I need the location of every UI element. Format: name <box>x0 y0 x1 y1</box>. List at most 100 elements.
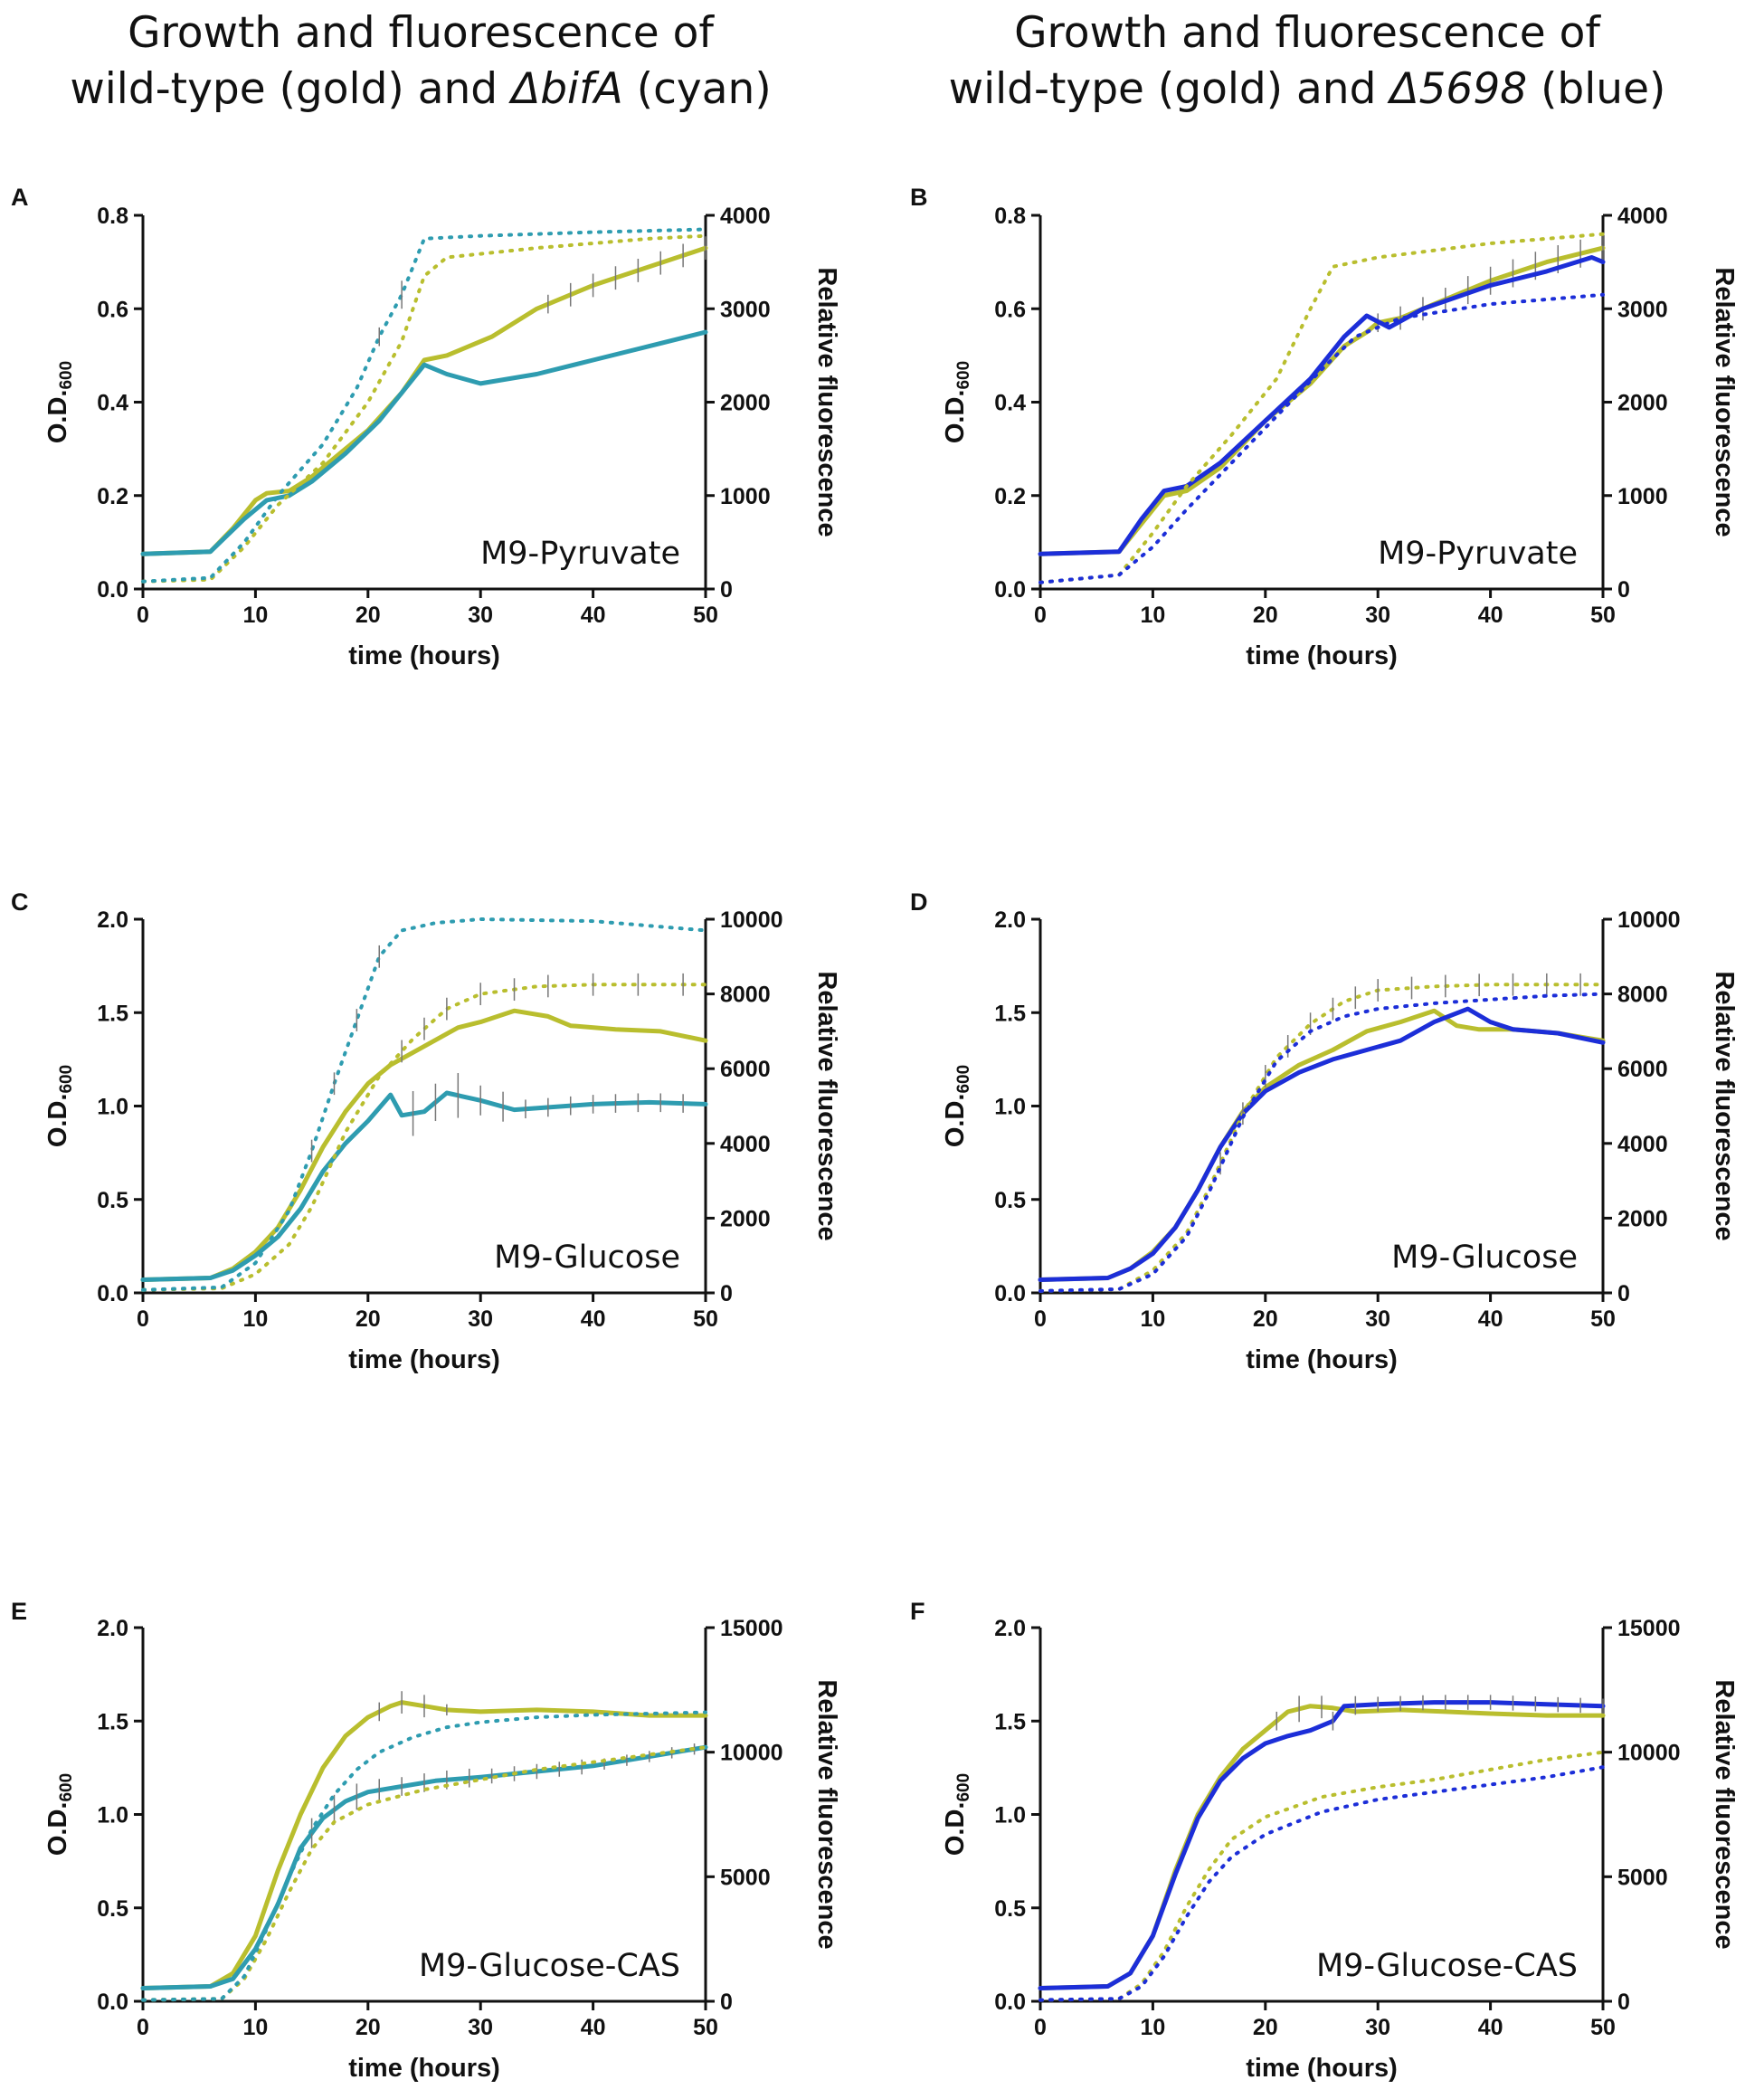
y2-tick-label: 4000 <box>1617 204 1668 229</box>
y-tick-label: 0.0 <box>97 1990 128 2015</box>
series-line-2 <box>140 1090 708 1282</box>
x-tick-label: 40 <box>1478 1306 1503 1332</box>
y2-axis-label: Relative fluorescence <box>812 971 841 1240</box>
y-tick-label: 2.0 <box>994 1616 1026 1641</box>
y-axis-label-subscript: 600 <box>57 361 76 390</box>
x-axis-label: time (hours) <box>1246 641 1398 670</box>
y2-tick-label: 2000 <box>720 391 771 416</box>
y-tick-label: 2.0 <box>97 907 128 933</box>
x-tick-label: 30 <box>468 603 493 628</box>
x-tick-label: 20 <box>356 603 381 628</box>
y-tick-label: 0.5 <box>994 1188 1026 1213</box>
series-line-4 <box>1038 292 1605 584</box>
x-tick-label: 10 <box>1140 2015 1165 2040</box>
x-tick-label: 20 <box>1253 1306 1278 1332</box>
y2-axis-label: Relative fluorescence <box>1710 1679 1739 1949</box>
x-tick-label: 20 <box>356 1306 381 1332</box>
y2-tick-label: 2000 <box>1617 1206 1668 1231</box>
y-axis-label: O.D.600 <box>941 1065 973 1147</box>
y2-axis-label: Relative fluorescence <box>812 267 841 537</box>
series-line-4 <box>141 1710 707 2002</box>
x-tick-label: 0 <box>1034 603 1047 628</box>
x-tick-label: 20 <box>356 2015 381 2040</box>
x-tick-label: 40 <box>581 603 606 628</box>
y2-tick-label: 4000 <box>720 204 771 229</box>
column-title-right-line2: wild-type (gold) and Δ5698 (blue) <box>900 62 1714 118</box>
panel-letter: B <box>910 184 928 211</box>
y2-tick-label: 2000 <box>720 1206 771 1231</box>
y2-tick-label: 1000 <box>1617 484 1668 509</box>
x-axis-label: time (hours) <box>348 2054 500 2083</box>
x-axis-label: time (hours) <box>1246 1345 1398 1374</box>
y2-tick-label: 6000 <box>1617 1057 1668 1082</box>
medium-label: M9-Pyruvate <box>480 536 680 572</box>
series-line-4 <box>1038 1765 1605 2002</box>
x-tick-label: 10 <box>1140 1306 1165 1332</box>
x-tick-label: 50 <box>693 2015 718 2040</box>
y2-tick-label: 3000 <box>720 297 771 322</box>
y2-tick-label: 5000 <box>720 1865 771 1890</box>
title-right-prefix: wild-type (gold) and <box>948 64 1390 114</box>
x-tick-label: 10 <box>1140 603 1165 628</box>
y-axis-label: O.D.600 <box>941 1773 973 1856</box>
y-tick-label: 0.6 <box>994 297 1026 322</box>
y2-tick-label: 3000 <box>1617 297 1668 322</box>
x-tick-label: 30 <box>1365 603 1390 628</box>
series-line-2 <box>1038 1700 1606 1990</box>
medium-label: M9-Glucose-CAS <box>419 1948 680 1984</box>
y-tick-label: 0.2 <box>97 484 128 509</box>
y-tick-label: 0.0 <box>97 1281 128 1306</box>
column-title-left-line2: wild-type (gold) and ΔbifA (cyan) <box>14 62 828 118</box>
series-line-3 <box>1038 1750 1605 2002</box>
x-tick-label: 50 <box>1590 603 1616 628</box>
y2-tick-label: 10000 <box>1617 1741 1681 1766</box>
title-left-prefix: wild-type (gold) and <box>70 64 512 114</box>
column-title-left-line1: Growth and fluorescence of <box>128 8 714 58</box>
x-tick-label: 50 <box>693 1306 718 1332</box>
series-line-3 <box>1038 232 1605 584</box>
series-line-3 <box>141 983 707 1292</box>
series-line-1 <box>140 245 708 556</box>
y-axis-label-subscript: 600 <box>57 1065 76 1094</box>
y-tick-label: 0.8 <box>97 204 128 229</box>
y-tick-label: 1.5 <box>97 1001 128 1026</box>
column-title-right: Growth and fluorescence of wild-type (go… <box>900 5 1714 118</box>
series-line-1 <box>1038 1704 1606 1990</box>
medium-label: M9-Pyruvate <box>1378 536 1578 572</box>
y2-tick-label: 0 <box>720 1990 733 2015</box>
y-tick-label: 0.4 <box>97 391 128 416</box>
y-tick-label: 1.0 <box>97 1803 128 1828</box>
y-tick-label: 0.5 <box>994 1896 1026 1922</box>
y-tick-label: 2.0 <box>97 1616 128 1641</box>
y-tick-label: 0.8 <box>994 204 1026 229</box>
x-tick-label: 10 <box>242 2015 268 2040</box>
x-tick-label: 50 <box>1590 1306 1616 1332</box>
y2-tick-label: 0 <box>1617 1990 1630 2015</box>
y2-tick-label: 15000 <box>1617 1616 1681 1641</box>
y2-tick-label: 4000 <box>720 1132 771 1157</box>
y-axis-label: O.D.600 <box>43 361 76 443</box>
y2-tick-label: 0 <box>1617 577 1630 603</box>
series-line-1 <box>1038 245 1606 556</box>
y2-tick-label: 4000 <box>1617 1132 1668 1157</box>
medium-label: M9-Glucose <box>1391 1239 1578 1276</box>
y2-tick-label: 2000 <box>1617 391 1668 416</box>
y-tick-label: 0.6 <box>97 297 128 322</box>
panel-letter: D <box>910 888 928 916</box>
x-tick-label: 0 <box>137 2015 149 2040</box>
x-tick-label: 20 <box>1253 2015 1278 2040</box>
x-tick-label: 30 <box>1365 1306 1390 1332</box>
panel-c: C 0 10 20 30 40 50 0.0 0.5 1.0 1.5 2.0 0 2000 4000 6000… <box>11 888 841 1374</box>
x-tick-label: 30 <box>468 1306 493 1332</box>
y2-tick-label: 0 <box>1617 1281 1630 1306</box>
y-axis-label-subscript: 600 <box>57 1773 76 1802</box>
x-tick-label: 0 <box>1034 2015 1047 2040</box>
y2-tick-label: 10000 <box>720 1741 783 1766</box>
y-tick-label: 1.0 <box>994 1803 1026 1828</box>
y-tick-label: 0.2 <box>994 484 1026 509</box>
series-line-4 <box>141 917 707 1292</box>
series-line-4 <box>141 227 707 584</box>
y2-tick-label: 6000 <box>720 1057 771 1082</box>
panel-letter: A <box>11 184 29 211</box>
y2-tick-label: 1000 <box>720 484 771 509</box>
